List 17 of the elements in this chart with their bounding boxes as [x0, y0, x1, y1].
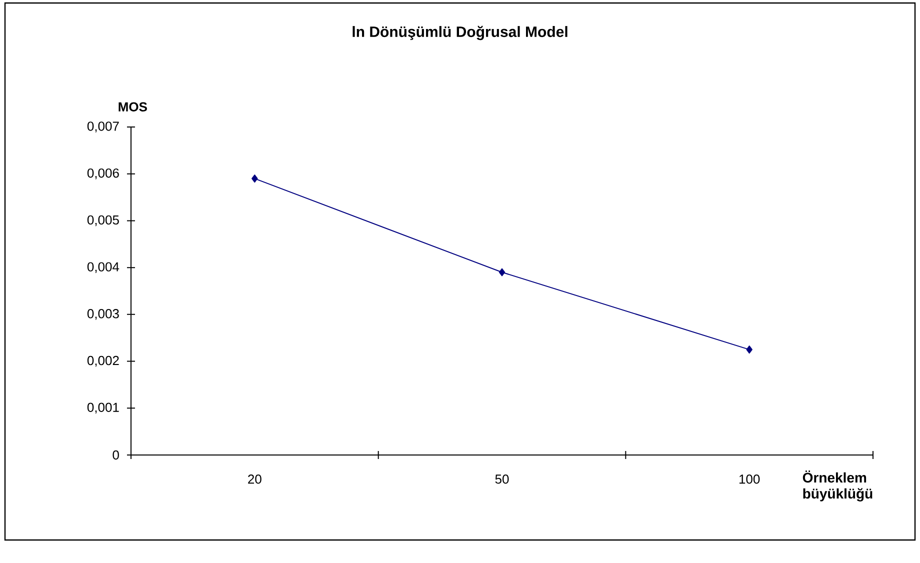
- point: [252, 174, 258, 183]
- y-tick-label: 0,006: [87, 168, 119, 180]
- y-tick-label: 0,005: [87, 215, 119, 226]
- chart-title: ln Dönüşümlü Doğrusal Model: [352, 26, 568, 40]
- y-axis-title: MOS: [118, 102, 147, 112]
- x-axis-title: Örneklem büyüklüğü: [802, 470, 872, 502]
- x-tick-label: 20: [248, 474, 262, 484]
- y-tick-label: 0,003: [87, 309, 119, 320]
- y-tick-label: 0,002: [87, 356, 119, 367]
- x-tick-label: 50: [495, 474, 509, 484]
- point: [746, 346, 752, 354]
- y-tick-label: 0,004: [87, 262, 120, 273]
- x-tick-label: 100: [739, 474, 760, 484]
- y-tick-label: 0: [112, 450, 119, 460]
- y-tick-label: 0,001: [87, 402, 119, 414]
- y-tick-label: 0,007: [87, 122, 119, 132]
- point: [498, 268, 506, 276]
